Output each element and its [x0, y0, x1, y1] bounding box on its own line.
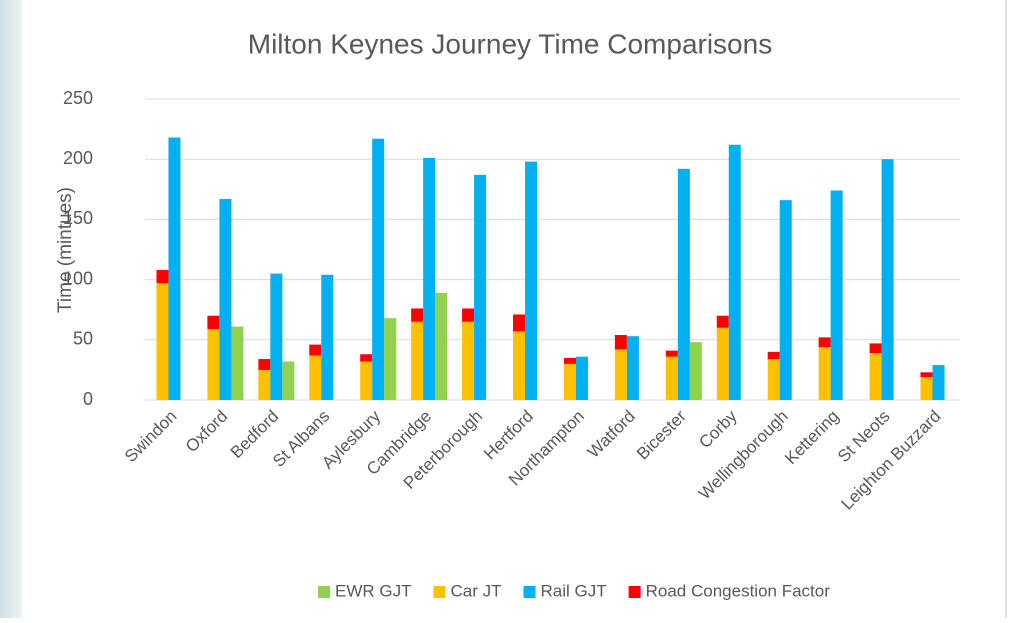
bar — [474, 174, 487, 400]
x-tick-label: Kettering — [781, 407, 843, 469]
x-tick-label: Swindon — [121, 407, 181, 467]
bar-segment — [207, 315, 220, 329]
bar-segment — [665, 350, 678, 357]
chart-title: Milton Keynes Journey Time Comparisons — [248, 28, 772, 59]
bar — [168, 137, 181, 400]
bar — [258, 369, 271, 400]
bar-segment — [462, 308, 475, 322]
bar — [435, 292, 448, 400]
bar-segment — [563, 357, 576, 364]
legend-label: EWR GJT — [335, 581, 412, 600]
bar — [830, 190, 843, 400]
bar — [575, 356, 588, 400]
bar-segment — [614, 334, 627, 350]
x-tick-label: Bicester — [633, 406, 690, 463]
bar — [462, 321, 475, 400]
bar — [282, 361, 295, 400]
bar — [869, 353, 882, 400]
bar-segment — [818, 337, 831, 348]
bar — [360, 361, 373, 400]
x-tick-label: Leighton Buzzard — [838, 407, 945, 514]
bar — [728, 144, 741, 400]
bar — [818, 347, 831, 400]
legend-label: Car JT — [451, 581, 502, 600]
bar — [779, 200, 792, 400]
bar — [525, 161, 538, 400]
y-tick-label: 100 — [63, 268, 93, 288]
bar — [626, 336, 639, 400]
y-tick-label: 250 — [63, 88, 93, 108]
bar — [665, 356, 678, 400]
bar — [411, 321, 424, 400]
bar-segment — [716, 315, 729, 328]
bar — [563, 363, 576, 400]
map-edge — [0, 0, 22, 618]
bar — [219, 198, 232, 400]
bar — [677, 168, 690, 400]
bar — [920, 377, 933, 400]
bar — [384, 318, 397, 400]
y-tick-label: 150 — [63, 208, 93, 228]
bar — [372, 138, 385, 400]
bar — [932, 365, 945, 400]
x-tick-label: Watford — [584, 407, 639, 462]
bar — [513, 331, 526, 400]
bar — [423, 157, 436, 400]
bar-segment — [920, 372, 933, 378]
bar — [716, 327, 729, 400]
bar — [270, 273, 283, 400]
bar-segment — [411, 308, 424, 322]
y-axis-label: Time (mintues) — [55, 187, 76, 313]
bar — [689, 342, 702, 400]
y-tick-label: 50 — [73, 329, 93, 349]
bar — [767, 359, 780, 400]
legend-label: Rail GJT — [541, 581, 607, 600]
y-tick-label: 200 — [63, 148, 93, 168]
bar-segment — [258, 359, 271, 370]
bar-segment — [869, 343, 882, 354]
bar — [321, 274, 334, 400]
bar-segment — [767, 351, 780, 360]
x-tick-label: Corby — [695, 406, 741, 452]
bar — [207, 328, 220, 400]
bar — [156, 283, 169, 400]
legend-swatch — [523, 586, 536, 598]
bar-segment — [360, 354, 373, 362]
bar — [614, 349, 627, 400]
legend-swatch — [318, 586, 330, 598]
bar-segment — [513, 314, 526, 332]
bar — [881, 159, 894, 400]
bar — [309, 355, 322, 400]
x-tick-label: Oxford — [182, 407, 232, 457]
y-tick-label: 0 — [83, 389, 93, 409]
legend-swatch — [628, 586, 641, 598]
x-tick-label: Wellingborough — [695, 407, 792, 504]
bar-segment — [156, 269, 169, 284]
legend-swatch — [433, 586, 446, 598]
legend-label: Road Congestion Factor — [646, 581, 831, 600]
bar-segment — [309, 344, 322, 356]
bar — [231, 326, 244, 400]
